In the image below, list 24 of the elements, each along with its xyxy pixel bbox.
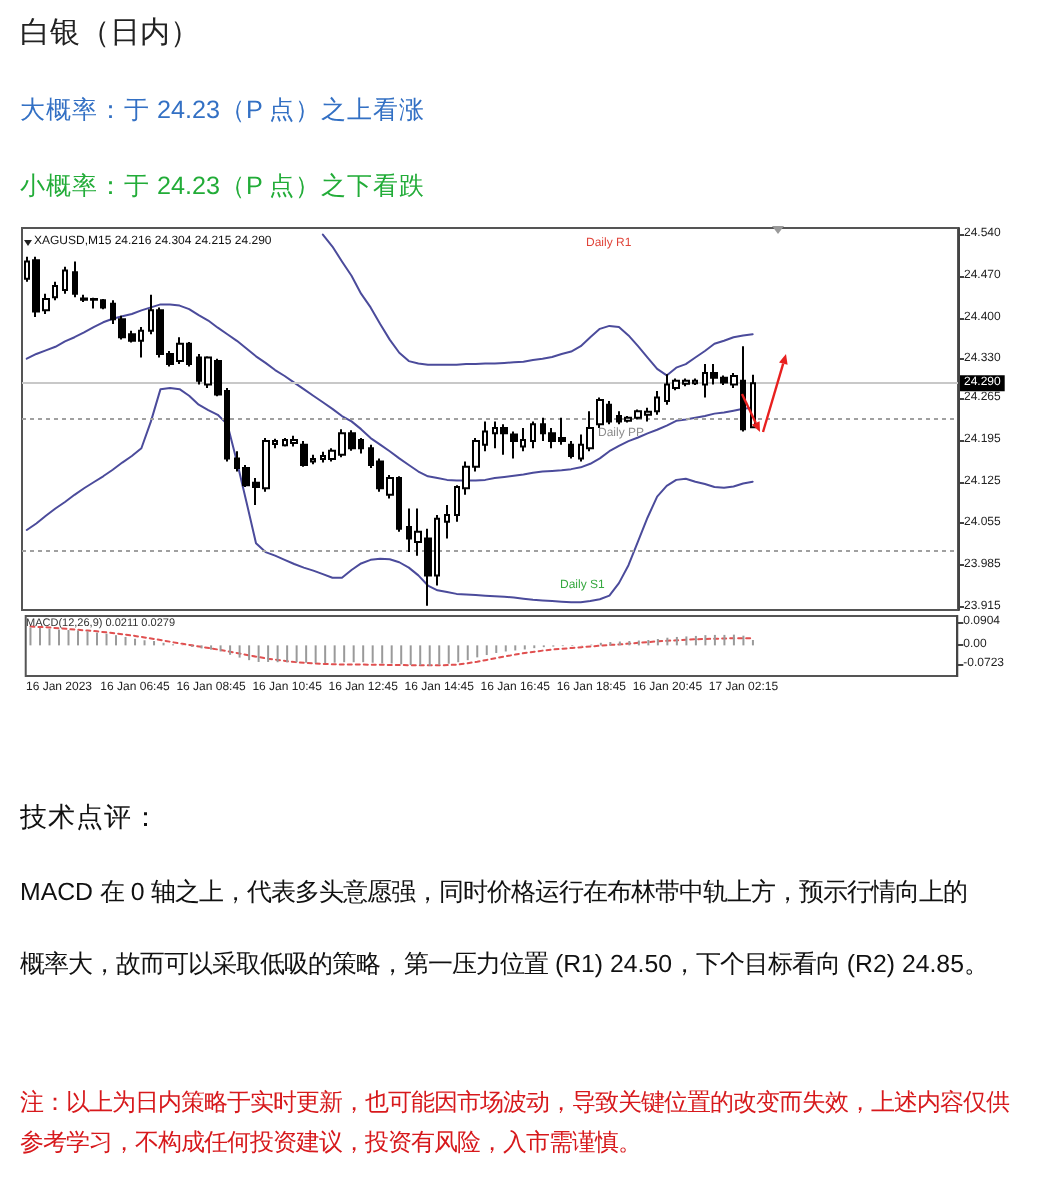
candlestick	[596, 396, 604, 429]
candlestick	[52, 280, 58, 302]
candlestick	[72, 260, 78, 299]
candlestick	[300, 440, 308, 468]
candlestick	[530, 420, 536, 450]
line-series	[321, 233, 754, 377]
candlestick	[444, 503, 450, 540]
candlestick	[500, 423, 508, 456]
candlestick	[568, 440, 574, 460]
line-series	[29, 625, 754, 667]
candlestick	[290, 434, 298, 448]
candlestick	[62, 265, 68, 295]
chart-title: 白银（日内）	[20, 16, 200, 50]
text: 技术点评：	[20, 802, 160, 832]
text: 大概率：于 24.23（P 点）之上看涨	[20, 96, 426, 124]
candlestick	[586, 410, 594, 453]
text: 参考学习，不构成任何投资建议，投资有风险，入市需谨慎。	[20, 1128, 641, 1156]
text: MACD 在 0 轴之上，代表多头意愿强，同时价格运行在布林带中轨上方，预示行情向上的	[20, 878, 968, 906]
line-series	[25, 303, 754, 482]
text: 注：以上为日内策略于实时更新，也可能因市场波动，导致关键位置的改变而失效，上述内容仅供	[20, 1088, 1009, 1116]
line-series	[25, 386, 754, 604]
text: 小概率：于 24.23（P 点）之下看跌	[20, 172, 426, 200]
candlestick	[510, 430, 518, 460]
text: 概率大，故而可以采取低吸的策略，第一压力位置 (R1) 24.50，下个目标看向 (R2) 24.85。	[20, 950, 988, 978]
